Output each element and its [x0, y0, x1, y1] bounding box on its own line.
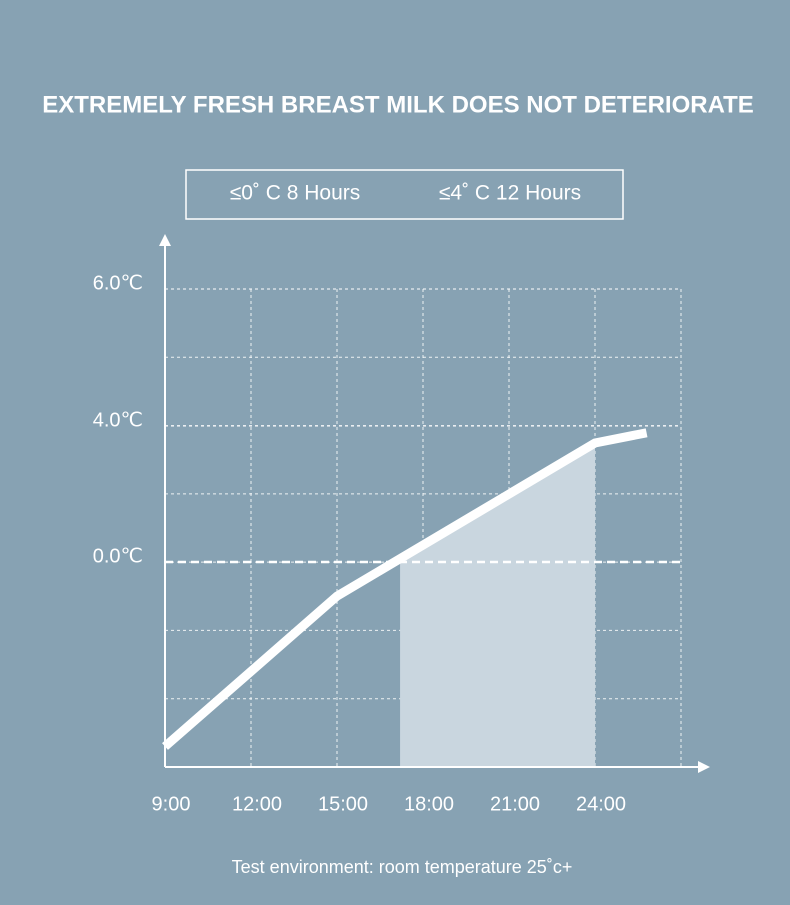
line: [162, 428, 648, 750]
y-tick-label: 4.0℃: [93, 409, 143, 431]
footnote: Test environment: room temperature 25˚c+: [232, 857, 573, 877]
x-axis-arrow: [698, 761, 710, 773]
note: ≤0˚ C 8 Hours: [230, 182, 361, 205]
note-box: [185, 169, 624, 220]
x-tick-label: 21:00: [490, 793, 540, 815]
note: ≤4˚ C 12 Hours: [439, 182, 581, 205]
x-tick-label: 24:00: [576, 793, 626, 815]
x-tick-label: 12:00: [232, 793, 282, 815]
y-axis-arrow: [159, 234, 171, 246]
chart-title: EXTREMELY FRESH BREAST MILK DOES NOT DET…: [42, 91, 754, 118]
y-tick-label: 6.0℃: [93, 272, 143, 294]
x-tick-label: 18:00: [404, 793, 454, 815]
x-tick-label: 9:00: [152, 793, 191, 815]
plot: 0.0℃ 4.0℃ 6.0℃ 9:00 12:00 15:00 18:00 21:00 24:0…: [93, 234, 710, 815]
shaded-area: [400, 443, 595, 767]
x-tick-label: 15:00: [318, 793, 368, 815]
y-tick-label: 0.0℃: [93, 545, 143, 567]
